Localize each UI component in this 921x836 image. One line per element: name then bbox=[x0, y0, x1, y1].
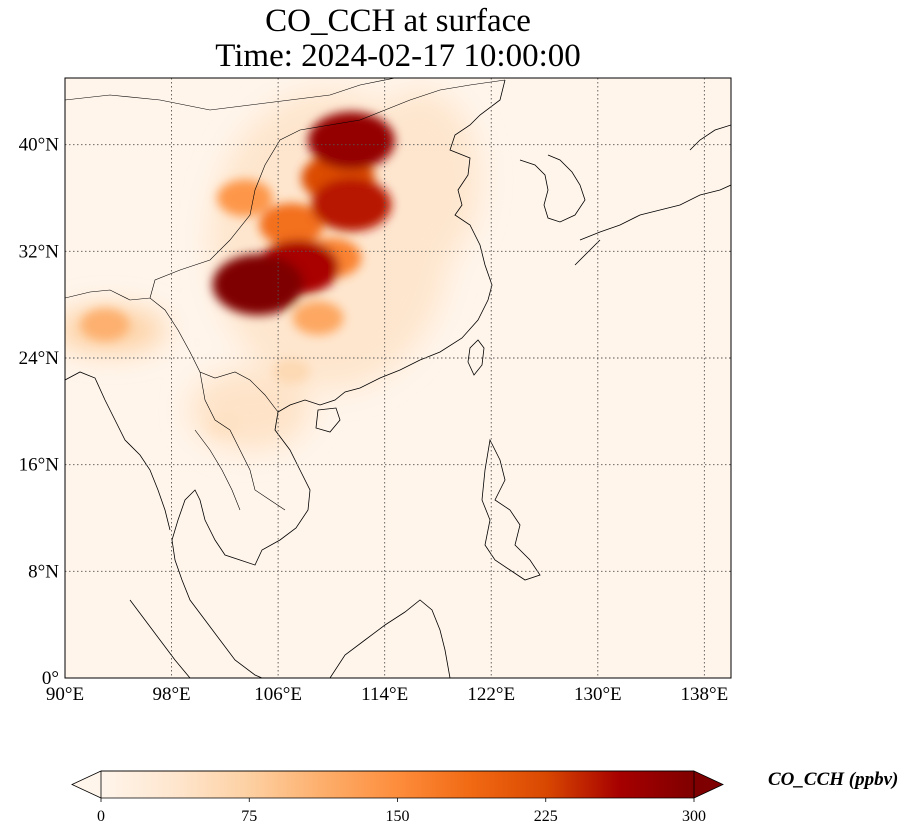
lon-tick-label: 106°E bbox=[254, 684, 302, 705]
longitude-tick-labels: 90°E 98°E 106°E 114°E 122°E 130°E 138°E bbox=[46, 684, 728, 705]
colorbar: 0 75 150 225 300 bbox=[71, 770, 724, 825]
hotspot-laos bbox=[207, 413, 242, 437]
colorbar-tick-label: 225 bbox=[534, 808, 558, 825]
coastline-borneo bbox=[329, 599, 451, 678]
hotspot-gansu bbox=[217, 179, 273, 217]
colorbar-extend-min bbox=[71, 770, 102, 799]
hotspot-hunan bbox=[292, 301, 344, 335]
lat-tick-label: 8°N bbox=[28, 561, 59, 582]
coastline-china bbox=[277, 79, 506, 413]
lon-tick-label: 98°E bbox=[152, 684, 190, 705]
lat-tick-label: 16°N bbox=[19, 455, 60, 476]
colorbar-extend-max bbox=[693, 770, 724, 799]
lat-tick-label: 0° bbox=[42, 668, 59, 689]
hotspot-hebei bbox=[308, 111, 395, 170]
coastline-taiwan bbox=[467, 339, 485, 376]
lat-tick-label: 24°N bbox=[19, 348, 60, 369]
lat-tick-label: 40°N bbox=[19, 135, 60, 156]
gridlines bbox=[65, 78, 731, 678]
colorbar-tick-label: 0 bbox=[97, 808, 105, 825]
coastline-korea bbox=[519, 154, 586, 223]
colorbar-tick-label: 150 bbox=[386, 808, 410, 825]
coastline-myanmar bbox=[65, 371, 171, 531]
coastline-malaysia bbox=[129, 599, 191, 678]
colorbar-ticks: 0 75 150 225 300 bbox=[97, 798, 706, 825]
hotspot-guangxi bbox=[272, 358, 311, 384]
hotspot-bangladesh-assam bbox=[80, 308, 130, 341]
lon-tick-label: 130°E bbox=[574, 684, 622, 705]
concentration-field bbox=[80, 111, 395, 437]
colorbar-tick-label: 300 bbox=[682, 808, 706, 825]
lon-tick-label: 90°E bbox=[46, 684, 84, 705]
coastline-indochina bbox=[171, 411, 311, 678]
lon-tick-label: 138°E bbox=[681, 684, 729, 705]
hotspot-north-china-plain bbox=[311, 178, 392, 232]
hotspot-sichuan-basin bbox=[212, 254, 304, 316]
colorbar-tick-label: 75 bbox=[241, 808, 257, 825]
title-line-2: Time: 2024-02-17 10:00:00 bbox=[215, 38, 581, 74]
map-frame bbox=[64, 77, 732, 679]
lon-tick-label: 122°E bbox=[467, 684, 515, 705]
borders bbox=[65, 79, 506, 511]
colorbar-body bbox=[101, 771, 694, 798]
title-line-1: CO_CCH at surface bbox=[265, 3, 531, 39]
lon-tick-label: 114°E bbox=[361, 684, 408, 705]
coastlines bbox=[65, 78, 731, 678]
lat-tick-label: 32°N bbox=[19, 241, 60, 262]
latitude-tick-labels: 0° 8°N 16°N 24°N 32°N 40°N bbox=[19, 135, 60, 689]
hotspot-shaanxi bbox=[259, 203, 324, 247]
coastline-philippines bbox=[481, 438, 541, 581]
colorbar-label: CO_CCH (ppbv) bbox=[768, 769, 899, 790]
coastline-japan bbox=[574, 124, 731, 266]
borders-north bbox=[65, 78, 396, 111]
map-title: CO_CCH at surface Time: 2024-02-17 10:00… bbox=[65, 4, 731, 74]
coastline-hainan bbox=[315, 407, 341, 433]
